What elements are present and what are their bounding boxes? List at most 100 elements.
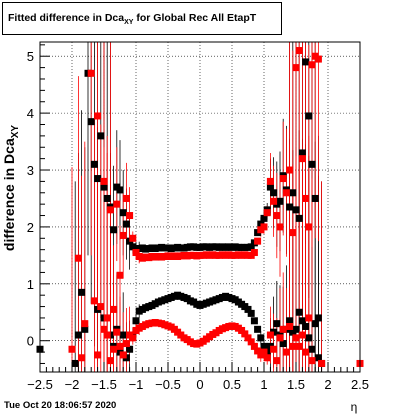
data-point-red — [305, 314, 313, 322]
data-point-red — [103, 331, 111, 339]
data-point-red — [295, 342, 303, 350]
data-point-red — [263, 209, 271, 217]
data-point-red — [279, 175, 287, 183]
data-point-red — [302, 194, 310, 202]
data-point-black — [289, 189, 297, 197]
data-point-red — [106, 206, 114, 214]
y-axis-label: difference in DcaXY — [1, 125, 21, 251]
data-point-black — [94, 175, 102, 183]
data-point-red — [305, 223, 313, 231]
data-point-red — [276, 223, 284, 231]
data-point-red — [279, 325, 287, 333]
data-point-red — [129, 234, 137, 242]
data-point-red — [68, 345, 76, 353]
data-point-black — [126, 345, 134, 353]
data-point-red — [244, 334, 252, 342]
data-point-red — [113, 328, 121, 336]
data-point-red — [100, 325, 108, 333]
data-point-black — [308, 345, 316, 353]
x-axis-label: η — [351, 400, 358, 414]
data-point-black — [103, 194, 111, 202]
data-point-red — [116, 271, 124, 279]
x-tick-label: −1 — [129, 377, 144, 392]
data-point-red — [241, 330, 249, 338]
chart-title: Fitted difference in DcaXY for Global Re… — [8, 12, 257, 27]
data-point-black — [311, 194, 319, 202]
data-point-red — [122, 194, 130, 202]
data-point-black — [314, 314, 322, 322]
data-markers — [36, 47, 364, 367]
data-point-black — [97, 132, 105, 140]
data-point-black — [260, 342, 268, 350]
data-point-red — [74, 254, 82, 262]
data-point-red — [282, 348, 290, 356]
data-point-red — [97, 303, 105, 311]
data-point-black — [298, 149, 306, 157]
data-point-red — [289, 229, 297, 237]
y-tick-label: 1 — [27, 277, 34, 292]
data-point-black — [110, 226, 118, 234]
data-point-black — [100, 183, 108, 191]
data-point-red — [94, 351, 102, 359]
data-point-red — [106, 357, 114, 365]
data-point-red — [132, 249, 140, 257]
data-point-red — [276, 334, 284, 342]
x-tick-label: 0.5 — [223, 377, 241, 392]
data-point-black — [279, 340, 287, 348]
data-point-black — [87, 118, 95, 126]
data-point-red — [260, 223, 268, 231]
data-point-black — [260, 214, 268, 222]
data-point-black — [119, 331, 127, 339]
data-point-red — [126, 212, 134, 220]
data-point-black — [78, 288, 86, 296]
data-point-red — [308, 357, 316, 365]
data-point-red — [78, 354, 86, 362]
data-point-black — [298, 317, 306, 325]
data-point-red — [87, 69, 95, 77]
y-axis-ticks: 0 1 2 3 4 5 — [27, 44, 50, 364]
data-point-red — [292, 64, 300, 72]
data-point-red — [295, 47, 303, 55]
data-point-black — [74, 331, 82, 339]
data-point-red — [122, 340, 130, 348]
data-point-red — [260, 348, 268, 356]
data-point-red — [90, 297, 98, 305]
data-point-black — [305, 112, 313, 120]
data-point-black — [292, 206, 300, 214]
data-point-red — [282, 189, 290, 197]
data-point-black — [273, 320, 281, 328]
data-point-black — [295, 308, 303, 316]
data-point-red — [129, 334, 137, 342]
data-point-black — [116, 186, 124, 194]
data-point-black — [71, 359, 79, 367]
data-point-black — [295, 214, 303, 222]
data-point-black — [247, 243, 255, 251]
x-tick-label: −1.5 — [91, 377, 117, 392]
data-point-red — [266, 177, 274, 185]
y-tick-label: 3 — [27, 163, 34, 178]
data-point-red — [81, 320, 89, 328]
data-point-red — [298, 155, 306, 163]
data-point-red — [94, 112, 102, 120]
data-point-red — [250, 249, 258, 257]
data-point-black — [314, 354, 322, 362]
data-point-red — [302, 348, 310, 356]
data-point-black — [266, 183, 274, 191]
x-tick-label: −2 — [65, 377, 80, 392]
data-point-red — [270, 345, 278, 353]
x-tick-label: −0.5 — [155, 377, 181, 392]
data-point-red — [119, 351, 127, 359]
data-point-red — [289, 342, 297, 350]
data-point-black — [308, 160, 316, 168]
data-point-red — [286, 166, 294, 174]
data-point-red — [263, 354, 271, 362]
data-point-red — [266, 331, 274, 339]
x-axis-ticks: −2.5 −2 −1.5 −1 −0.5 0 0.5 1 1.5 2 2.5 — [27, 362, 369, 392]
chart-title-box: Fitted difference in DcaXY for Global Re… — [2, 2, 282, 35]
x-tick-label: −2.5 — [27, 377, 53, 392]
data-point-black — [254, 325, 262, 333]
data-point-black — [119, 209, 127, 217]
data-point-red — [103, 314, 111, 322]
data-point-black — [247, 309, 255, 317]
